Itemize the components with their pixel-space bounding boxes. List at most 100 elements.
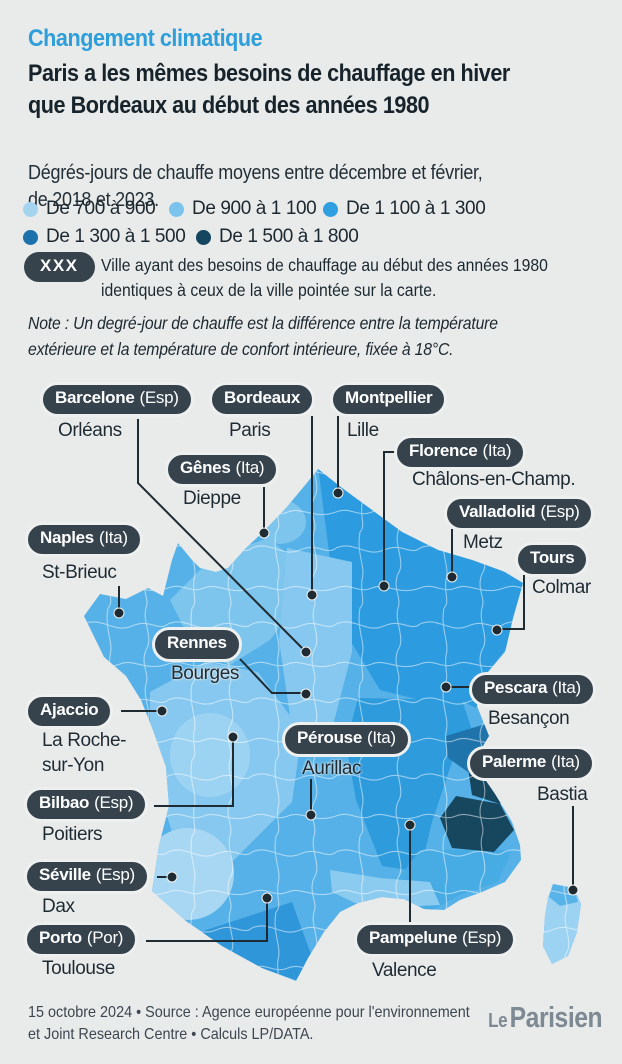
legend-dot-1100-1300 [323, 201, 338, 217]
legend-item-700-900: De 700 à 900 [23, 198, 156, 220]
pill-city: Séville [39, 865, 91, 884]
pill-city: Bordeaux [224, 388, 301, 407]
pill-city: Pérouse [297, 728, 362, 747]
map-sublabel-la-roche-sur-yon: La Roche- sur-Yon [42, 730, 127, 776]
legend-item-1500-1800: De 1 500 à 1 800 [196, 226, 359, 248]
map-sublabel-dax: Dax [42, 896, 75, 917]
map-pill-montpellier: Montpellier [330, 382, 448, 417]
legend-label: De 1 500 à 1 800 [219, 226, 359, 247]
dot-colmar [491, 624, 503, 636]
map-sublabel-dieppe: Dieppe [183, 488, 241, 509]
pill-city: Gênes [180, 458, 231, 477]
pill-country: (Ita) [367, 728, 396, 747]
map-pill-naples: Naples (Ita) [25, 522, 143, 557]
leader-rennes [239, 658, 306, 694]
pill-country: (Esp) [95, 865, 135, 884]
pill-country: (Esp) [462, 928, 502, 947]
pill-country: (Ita) [552, 678, 581, 697]
map-pill-pescara: Pescara (Ita) [469, 672, 596, 707]
map-pill-valladolid: Valladolid (Esp) [444, 496, 595, 531]
pill-country: (Ita) [98, 528, 128, 547]
pill-city: Pescara [484, 678, 548, 697]
dot-st-brieuc [113, 607, 125, 619]
legend-label: De 1 300 à 1 500 [46, 226, 186, 247]
pill-city: Palerme [482, 752, 547, 771]
map-sublabel-lille: Lille [347, 420, 379, 441]
dot-poitiers [227, 731, 239, 743]
map-sublabel-metz: Metz [463, 532, 503, 553]
pill-city: Naples [40, 528, 94, 547]
leader-porto [146, 900, 268, 942]
pill-city: Montpellier [345, 388, 433, 407]
pill-city: Pampelune [369, 928, 457, 947]
map-pill-rennes: Rennes [152, 627, 242, 662]
dot-dax [166, 871, 178, 883]
city-dots [113, 487, 579, 904]
map-pill-palerme: Palerme (Ita) [467, 746, 595, 781]
dot-bourges [300, 688, 312, 700]
xxx-badge: XXX [24, 252, 95, 282]
map-pill-perouse: Pérouse (Ita) [282, 722, 411, 757]
pill-country: (Ita) [235, 458, 265, 477]
map-pill-seville: Séville (Esp) [24, 859, 150, 894]
map-sublabel-st-brieuc: St-Brieuc [42, 562, 117, 583]
xxx-badge-description: Ville ayant des besoins de chauffage au … [101, 255, 548, 300]
pill-city: Valladolid [459, 502, 536, 521]
logo-le: Le [487, 1010, 507, 1032]
pill-city: Tours [530, 548, 575, 567]
dot-toulouse [261, 892, 273, 904]
map-pill-barcelone: Barcelone (Esp) [40, 382, 194, 417]
pill-city: Barcelone [55, 388, 135, 407]
dot-bastia [567, 884, 579, 896]
pill-country: (Ita) [482, 441, 512, 460]
dot-orleans [300, 646, 312, 658]
pill-country: (Ita) [551, 752, 580, 771]
logo-parisien: Parisien [509, 1002, 602, 1034]
pill-country: (Esp) [540, 502, 580, 521]
leader-tours [499, 575, 525, 630]
map-sublabel-chalons: Châlons-en-Champ. [412, 469, 576, 490]
legend-dot-1500-1800 [196, 229, 211, 245]
pill-country: (Por) [86, 928, 124, 947]
dot-aurillac [305, 809, 317, 821]
pill-city: Bilbao [39, 793, 90, 812]
kicker: Changement climatique [28, 25, 263, 52]
dot-chalons [378, 580, 390, 592]
subtitle: Dégrés-jours de chauffe moyens entre déc… [28, 162, 483, 211]
leader-barcelone [137, 419, 307, 653]
legend-label: De 1 100 à 1 300 [346, 198, 486, 219]
map-sublabel-aurillac: Aurillac [302, 758, 362, 779]
pill-city: Ajaccio [40, 700, 99, 719]
map-sublabel-besancon: Besançon [488, 708, 570, 729]
legend-item-1300-1500: De 1 300 à 1 500 [23, 226, 186, 248]
legend-item-1100-1300: De 1 100 à 1 300 [323, 198, 486, 220]
dot-metz [446, 571, 458, 583]
pill-city: Rennes [167, 633, 227, 652]
map-pill-bordeaux: Bordeaux [209, 382, 316, 417]
map-pill-ajaccio: Ajaccio [25, 694, 114, 729]
map-pill-genes: Gênes (Ita) [165, 452, 280, 487]
map-pill-bilbao: Bilbao (Esp) [24, 787, 149, 822]
map-pill-porto: Porto (Por) [24, 922, 139, 957]
map-sublabel-poitiers: Poitiers [42, 824, 103, 845]
map-pill-pampelune: Pampelune (Esp) [354, 922, 517, 957]
map-sublabel-colmar: Colmar [532, 577, 591, 598]
map-sublabel-bastia: Bastia [537, 784, 588, 805]
le-parisien-logo: Le Parisien [488, 1002, 602, 1035]
dot-la-roche-sur-yon [156, 705, 168, 717]
pill-country: (Esp) [139, 388, 179, 407]
map-sublabel-bourges: Bourges [171, 663, 239, 684]
leader-lines [118, 416, 574, 942]
note: Note : Un degré-jour de chauffe est la d… [28, 313, 498, 359]
page-title: Paris a les mêmes besoins de chauffage e… [28, 60, 510, 119]
map-sublabel-paris: Paris [229, 420, 271, 441]
legend-label: De 700 à 900 [46, 198, 156, 219]
map-pill-florence: Florence (Ita) [394, 435, 527, 470]
leader-bilbao [154, 739, 234, 807]
source-credit: 15 octobre 2024 • Source : Agence europé… [28, 1004, 470, 1043]
dot-besancon [440, 681, 452, 693]
map-sublabel-valence: Valence [372, 960, 437, 981]
dot-dieppe [258, 527, 270, 539]
